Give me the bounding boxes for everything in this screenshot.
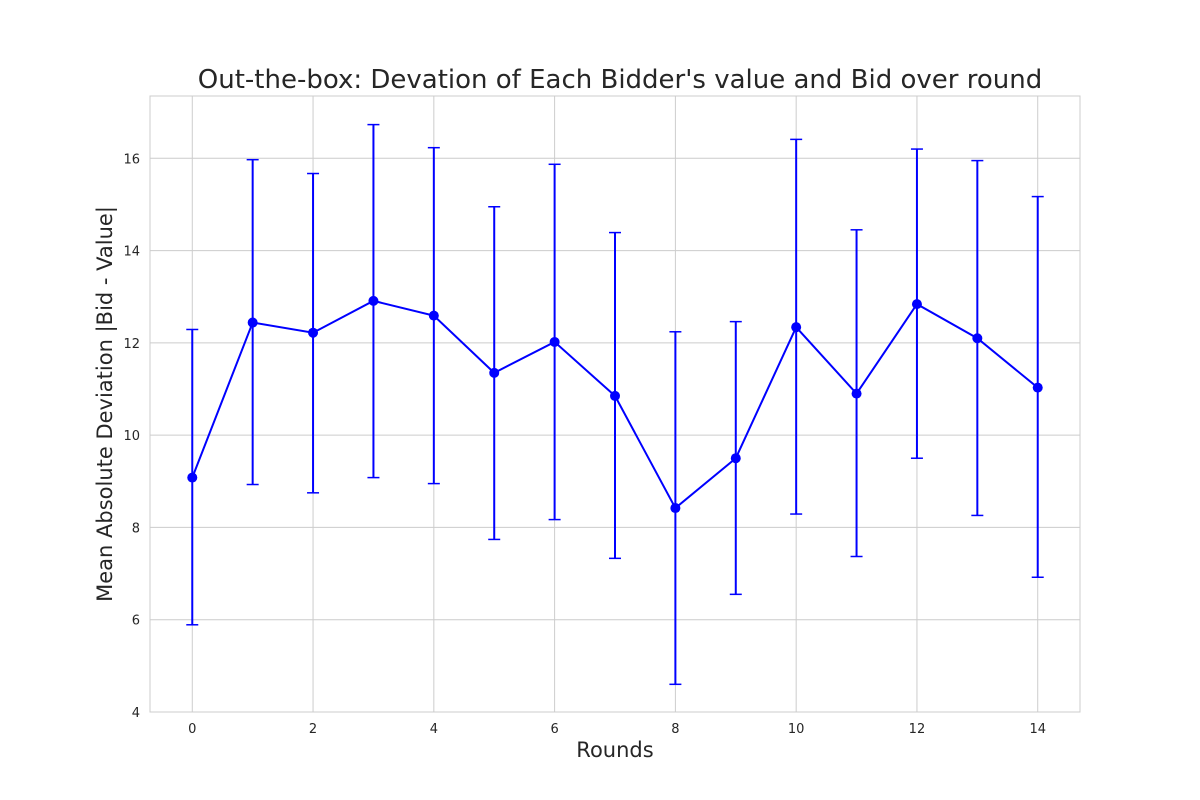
data-point xyxy=(1032,382,1043,393)
chart-title: Out-the-box: Devation of Each Bidder's v… xyxy=(198,65,1042,95)
y-axis-label: Mean Absolute Deviation |Bid - Value| xyxy=(93,206,118,602)
series-layer xyxy=(187,295,1043,514)
error-bars xyxy=(186,123,1044,686)
data-point xyxy=(308,327,319,338)
x-tick-label: 6 xyxy=(550,722,558,737)
x-tick-labels: 0 2 4 6 8 10 12 14 xyxy=(188,722,1046,737)
data-point xyxy=(911,299,922,310)
y-tick-label: 8 xyxy=(132,521,140,536)
data-point xyxy=(187,472,198,483)
x-tick-label: 10 xyxy=(788,722,805,737)
plot-area-frame xyxy=(149,95,1081,713)
y-tick-label: 10 xyxy=(123,429,140,444)
data-point xyxy=(549,336,560,347)
x-axis-label: Rounds xyxy=(576,738,653,762)
x-tick-label: 0 xyxy=(188,722,196,737)
data-point xyxy=(730,453,741,464)
y-tick-label: 4 xyxy=(132,706,140,721)
x-tick-label: 8 xyxy=(671,722,679,737)
data-point xyxy=(247,317,258,328)
y-tick-label: 14 xyxy=(123,245,140,260)
x-tick-label: 4 xyxy=(430,722,438,737)
data-point xyxy=(670,503,681,514)
data-point xyxy=(368,295,379,306)
y-tick-label: 16 xyxy=(123,152,140,167)
data-point xyxy=(791,322,802,333)
y-tick-label: 6 xyxy=(132,614,140,629)
y-tick-label: 12 xyxy=(123,337,140,352)
data-point xyxy=(851,388,862,399)
data-point xyxy=(972,333,983,344)
y-tick-labels: 4 6 8 10 12 14 16 xyxy=(123,152,140,721)
x-tick-label: 14 xyxy=(1029,722,1046,737)
x-tick-label: 2 xyxy=(309,722,317,737)
x-tick-label: 12 xyxy=(909,722,926,737)
data-point xyxy=(489,367,500,378)
data-point xyxy=(428,310,439,321)
data-point xyxy=(610,390,620,401)
